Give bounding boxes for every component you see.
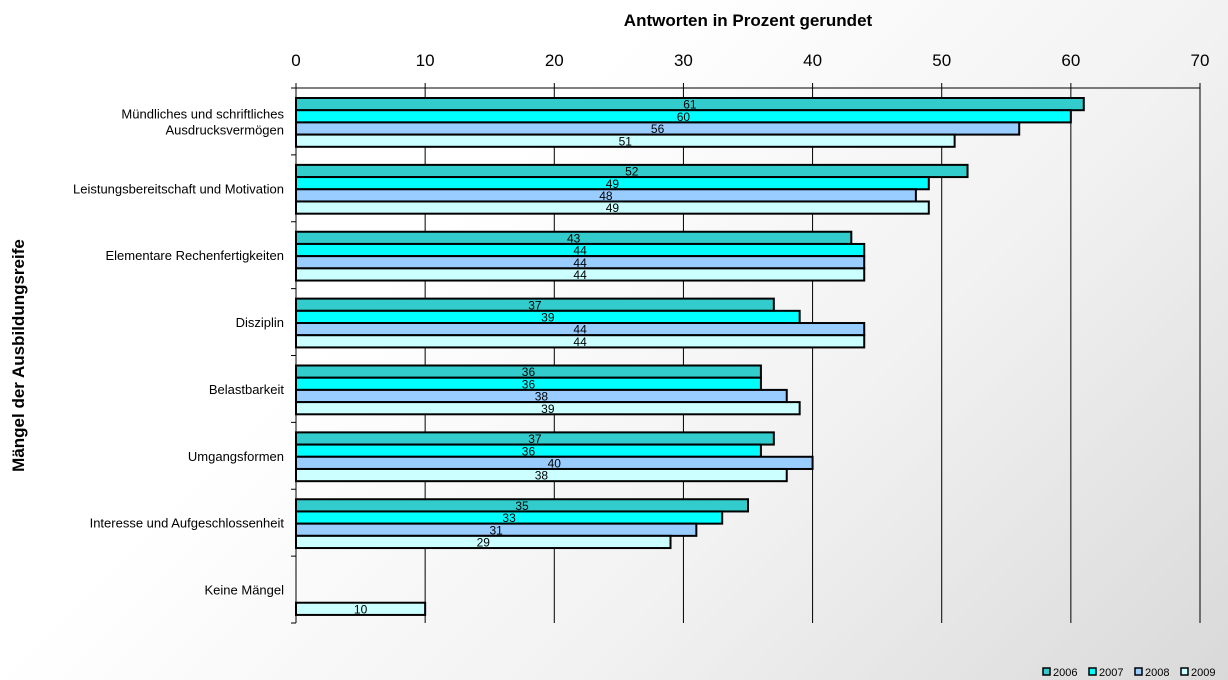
labels: Antworten in Prozent gerundet Mängel der … (9, 11, 1209, 616)
bar-2009 (295, 534, 672, 550)
category-label: Ausdrucksvermögen (166, 122, 285, 137)
data-label-2008: 44 (573, 256, 587, 270)
category-label: Mündliches und schriftliches (121, 106, 284, 121)
category-label: Elementare Rechenfertigkeiten (106, 248, 285, 263)
data-label-2008: 44 (573, 323, 587, 337)
data-label-2007: 60 (677, 110, 691, 124)
data-label-2007: 33 (502, 511, 516, 525)
data-label-2006: 37 (528, 432, 542, 446)
x-tick-label: 20 (545, 51, 564, 70)
data-label-2008: 38 (535, 390, 549, 404)
legend-swatch-2007 (1088, 667, 1097, 676)
data-label-2007: 44 (573, 244, 587, 258)
legend: 2006 2007 2008 2009 (1042, 667, 1215, 679)
legend-label-2007: 2007 (1099, 667, 1123, 679)
data-label-2008: 31 (489, 523, 503, 537)
data-label-2009: 38 (535, 469, 549, 483)
data-label-2006: 36 (522, 365, 536, 379)
data-label-2009: 49 (606, 201, 620, 215)
x-tick-label: 30 (674, 51, 693, 70)
legend-swatch-2009 (1180, 667, 1189, 676)
x-tick-label: 0 (291, 51, 300, 70)
data-label-2006: 43 (567, 231, 581, 245)
category-label: Keine Mängel (205, 583, 285, 598)
data-label-2008: 56 (651, 122, 665, 136)
data-label-2008: 48 (599, 189, 613, 203)
x-tick-label: 60 (1061, 51, 1080, 70)
data-label-2007: 39 (541, 311, 555, 325)
category-label: Umgangsformen (188, 449, 284, 464)
category-label: Belastbarkeit (209, 382, 285, 397)
category-label: Leistungsbereitschaft und Motivation (73, 181, 284, 196)
bar-2009 (295, 200, 930, 215)
bar-2009 (295, 267, 866, 282)
x-tick-label: 70 (1191, 51, 1210, 70)
category-label: Disziplin (236, 315, 284, 330)
data-label-2006: 37 (528, 298, 542, 312)
data-label-2009: 29 (477, 536, 491, 550)
bar-2009 (295, 401, 801, 416)
y-axis-title: Mängel der Ausbildungsreife (9, 239, 28, 472)
legend-label-2006: 2006 (1053, 667, 1077, 679)
x-tick-label: 50 (932, 51, 951, 70)
data-label-2009: 44 (573, 335, 587, 349)
data-label-2007: 36 (522, 444, 536, 458)
legend-swatch-2006 (1042, 667, 1051, 676)
x-tick-label: 10 (416, 51, 435, 70)
bars (295, 97, 1085, 616)
data-label-2009: 39 (541, 402, 555, 416)
data-label-2007: 49 (606, 177, 620, 191)
x-tick-label: 40 (803, 51, 822, 70)
data-label-2009: 44 (573, 268, 587, 282)
chart-title: Antworten in Prozent gerundet (624, 11, 873, 30)
bar-2009 (295, 334, 866, 349)
data-label-2006: 61 (683, 98, 697, 112)
data-label-2009: 10 (354, 602, 368, 616)
bar-2009 (295, 133, 956, 148)
data-label-2009: 51 (619, 134, 633, 148)
category-label: Interesse und Aufgeschlossenheit (90, 516, 285, 531)
data-label-2007: 36 (522, 377, 536, 391)
data-label-2008: 40 (548, 456, 562, 470)
data-label-2006: 52 (625, 165, 639, 179)
legend-label-2008: 2008 (1145, 667, 1169, 679)
legend-label-2009: 2009 (1191, 667, 1215, 679)
data-label-2006: 35 (515, 499, 529, 513)
legend-swatch-2008 (1134, 667, 1143, 676)
bar-2009 (295, 601, 427, 616)
bar-2009 (295, 467, 788, 483)
